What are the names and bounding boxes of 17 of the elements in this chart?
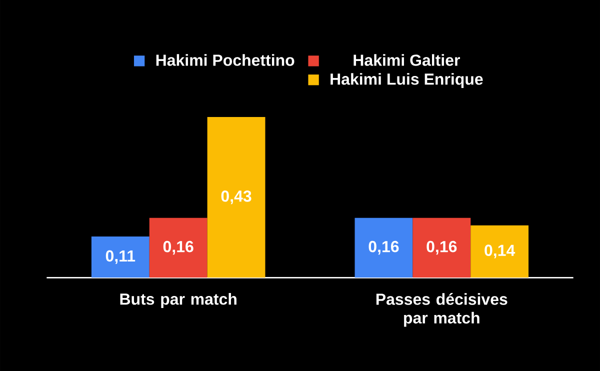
legend-label: Hakimi Galtier [354, 54, 460, 66]
data-label: 0,16 [426, 240, 457, 255]
legend-label: Hakimi Pochettino [156, 54, 294, 66]
bar [149, 218, 208, 278]
bar [470, 225, 529, 278]
x-tick-label: Passes décisives par match [376, 293, 508, 327]
bar [91, 236, 150, 278]
bar [354, 218, 413, 278]
data-label: 0,16 [163, 240, 194, 255]
x-tick-label: Buts par match [120, 293, 236, 308]
bar [207, 116, 266, 278]
legend-label: Hakimi Luis Enrique [330, 73, 483, 88]
data-label: 0,14 [484, 244, 516, 258]
bar [412, 218, 471, 278]
data-label: 0,16 [368, 240, 399, 255]
data-label: 0,43 [221, 190, 252, 204]
data-label: 0,11 [106, 250, 136, 264]
